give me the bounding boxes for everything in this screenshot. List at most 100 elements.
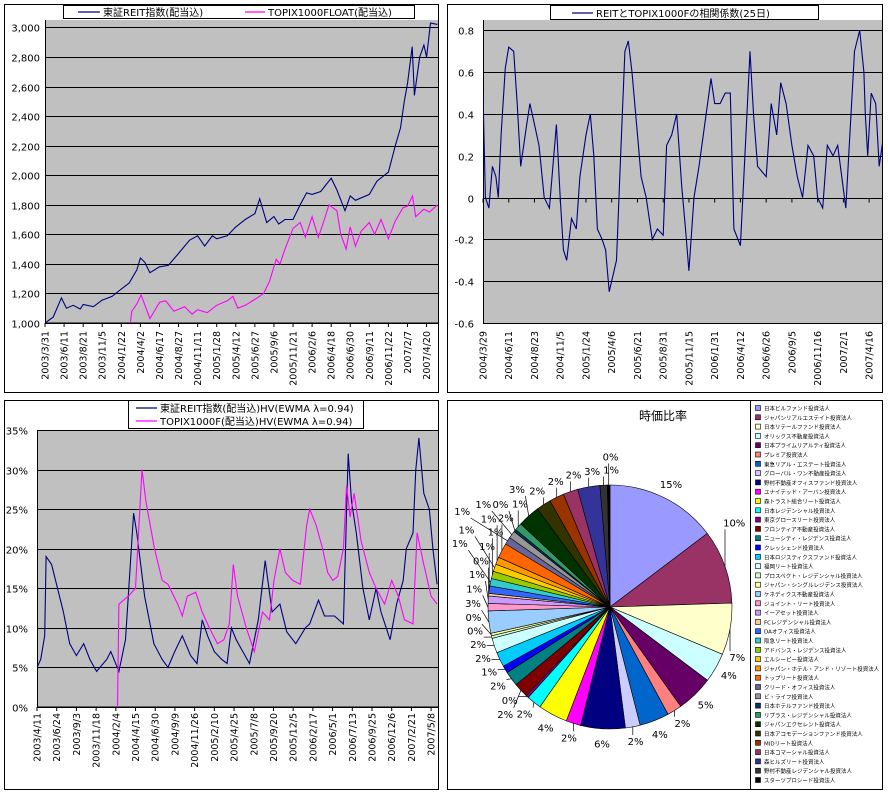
legend-swatch — [755, 730, 761, 737]
y-tick-label: 1,000 — [11, 320, 40, 331]
pie-data-label: 10% — [723, 519, 745, 530]
correlation-line-chart: -0.6 -0.4 -0.2 0 0.2 0.4 0.6 0.8 2004/3/29 2004/6… — [454, 20, 882, 386]
legend-swatch — [755, 637, 761, 644]
legend-swatch — [755, 498, 761, 504]
y-tick-label: 20% — [6, 546, 28, 557]
y-tick-label: 0.2 — [458, 153, 474, 164]
legend-swatch — [755, 581, 761, 588]
legend-item-label: ビ・ライフ投資法人 — [764, 693, 814, 701]
pie-data-label: 3% — [509, 485, 525, 496]
legend-item-label: 日本プライムリアルティ投資法人 — [764, 442, 847, 450]
legend-swatch — [755, 460, 761, 467]
legend-swatch — [755, 553, 761, 560]
legend-item-label: スターツプロシード投資法人 — [764, 777, 836, 785]
legend-item-label: ジャパン・シングルレジデンス投資法人 — [764, 581, 863, 589]
series-line-1 — [129, 194, 438, 323]
legend-item-label: 日本コマーシャル投資法人 — [764, 749, 830, 757]
legend-swatch — [755, 674, 761, 681]
y-tick-label: 1,200 — [11, 290, 40, 301]
legend-item-label: 日本ホテルファンド投資法人 — [764, 702, 836, 710]
pie-leader-line — [508, 510, 516, 531]
x-tick-label: 2004/8/23 — [530, 331, 541, 380]
pie-data-label: 4% — [652, 730, 668, 741]
pie-data-label: 1% — [454, 507, 470, 518]
x-tick-label: 2007/2/1 — [839, 331, 850, 374]
x-tick-label: 2006/12/6 — [387, 713, 398, 762]
legend-item-label: 日本ロジスティクスファンド投資法人 — [764, 553, 858, 561]
pie-leader-line — [470, 517, 508, 542]
legend-item-label: プロスペクト・レジデンシャル投資法人 — [764, 572, 863, 580]
x-tick-label: 2004/9/9 — [170, 713, 181, 756]
x-tick-label: 2003/6/24 — [52, 713, 63, 762]
pie-leader-line — [525, 495, 530, 517]
pie-legend: 日本ビルファンド投資法人ジャパンリアルエステイト投資法人日本リテールファンド投資… — [750, 400, 883, 790]
x-tick-label: 2003/6/11 — [60, 331, 71, 380]
x-tick-label: 2004/3/29 — [479, 331, 490, 380]
legend-item-label: アドバンス・レジデンス投資法人 — [764, 646, 847, 654]
x-tick-label: 2004/1/22 — [117, 331, 128, 380]
legend-item-label: イーアセット投資法人 — [764, 609, 819, 617]
pie-data-label: 2% — [548, 477, 564, 488]
pie-data-label: 2% — [475, 654, 491, 665]
x-tick-label: 2003/11/5 — [98, 331, 109, 380]
y-tick-label: 0.6 — [458, 69, 474, 80]
x-tick-label: 2006/9/25 — [367, 713, 378, 762]
market-cap-pie-chart: 15%10%7%4%5%2%4%2%6%2%4%2%0%2%2%1%2%2%0%… — [452, 453, 745, 751]
x-tick-label: 2006/4/18 — [327, 331, 338, 380]
volatility-line-chart: 0% 5% 10% 15% 20% 25% 30% 35% 2003/4/11 2003/6/24… — [6, 427, 438, 768]
legend-swatch — [755, 526, 761, 532]
legend-item-label: エルシーピー投資法人 — [764, 656, 820, 664]
x-tick-label: 2003/11/18 — [92, 713, 103, 768]
x-tick-label: 2005/11/21 — [289, 331, 300, 386]
legend-swatch — [755, 665, 761, 672]
legend-item-label: プレミア投資法人 — [764, 451, 809, 459]
legend-item-label: 東急リアル・エステート投資法人 — [764, 460, 847, 468]
legend-swatch — [755, 712, 761, 718]
pie-data-label: 1% — [466, 584, 482, 595]
legend-item-label: DAオフィス投資法人 — [764, 628, 816, 636]
y-tick-label: 0 — [468, 195, 474, 206]
pie-title: 時価比率 — [639, 408, 687, 423]
x-tick-label: 2004/11/11 — [193, 331, 204, 386]
legend-item-label: 森ヒルズリート投資法人 — [764, 758, 825, 766]
legend-swatch — [755, 739, 761, 746]
legend-swatch — [755, 693, 761, 700]
legend-swatch — [755, 767, 761, 774]
y-tick-label: 1,600 — [11, 231, 40, 242]
x-tick-label: 2004/4/15 — [131, 713, 142, 762]
series-line-1 — [116, 469, 438, 707]
pie-data-label: 1% — [481, 514, 497, 525]
legend-correlation-chart: REITとTOPIX1000Fの相関係数(25日) — [550, 5, 819, 20]
legend-item-label: フロンティア不動産投資法人 — [764, 525, 836, 533]
legend-item-label: ケネディクス不動産投資法人 — [764, 591, 835, 599]
legend-swatch — [755, 702, 761, 709]
legend-item-label: 日本リテールファンド投資法人 — [764, 423, 842, 431]
x-tick-label: 2005/9/6 — [269, 331, 280, 374]
legend-swatch — [755, 646, 761, 653]
x-tick-label: 2004/6/17 — [155, 331, 166, 380]
pie-leader-line — [513, 690, 522, 708]
pie-slice — [609, 532, 733, 608]
x-tick-label: 2005/7/8 — [249, 713, 260, 756]
legend-swatch — [755, 609, 761, 616]
legend-label-reit-hv: 東証REIT指数(配当込)HV(EWMA λ=0.94) — [160, 402, 354, 415]
pie-data-label: 7% — [729, 653, 745, 664]
legend-item-label: 森トラスト総合リート投資法人 — [764, 498, 841, 506]
x-tick-label: 2007/5/8 — [427, 713, 438, 756]
x-tick-label: 2007/2/21 — [407, 713, 418, 762]
pie-data-label: 1% — [603, 466, 619, 477]
y-tick-label: 5% — [12, 664, 28, 675]
pie-data-label: 0% — [492, 500, 508, 511]
x-tick-label: 2006/6/26 — [762, 331, 773, 380]
pie-data-label: 0% — [473, 557, 489, 568]
x-tick-label: 2003/8/21 — [79, 331, 90, 380]
legend-item-label: ニューシティ・レジデンス投資法人 — [764, 535, 852, 543]
pie-data-label: 1% — [479, 542, 495, 553]
legend-item-label: 日本アコモデーションファンド投資法人 — [764, 730, 863, 738]
x-tick-label: 2006/7/13 — [348, 713, 359, 762]
legend-item-label: トップリート投資法人 — [764, 674, 820, 682]
pie-data-label: 0% — [467, 626, 483, 637]
legend-swatch — [755, 619, 761, 625]
x-tick-label: 2003/3/31 — [41, 331, 52, 380]
legend-swatch — [755, 656, 761, 662]
